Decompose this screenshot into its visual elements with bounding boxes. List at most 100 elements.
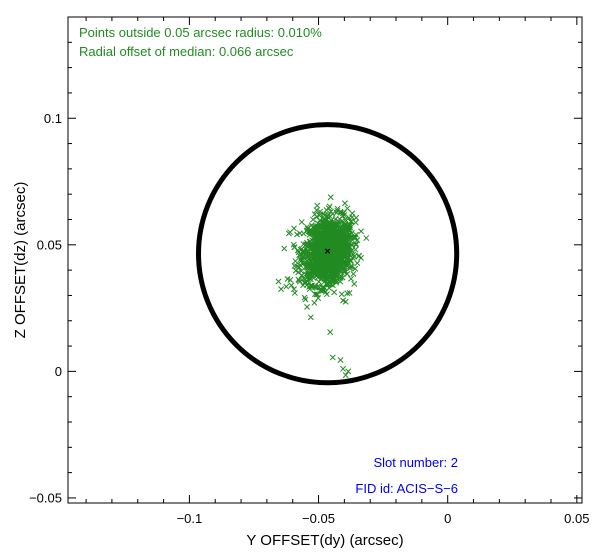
scatter-point [315,283,322,290]
scatter-point [352,265,359,272]
scatter-point [329,261,336,268]
x-tick-label: 0 [444,511,451,526]
scatter-point [308,252,315,259]
scatter-point [307,241,314,248]
scatter-point [330,239,337,246]
scatter-point [318,255,325,262]
scatter-point [291,286,297,293]
scatter-point [338,291,345,298]
x-tick-label: −0.05 [302,511,335,526]
scatter-point [325,205,332,212]
scatter-point [290,241,297,248]
scatter-point [337,357,344,363]
scatter-point [304,239,310,246]
scatter-point [315,241,322,247]
scatter-point [327,194,334,201]
scatter-point [298,268,305,275]
scatter-point [334,222,341,229]
scatter-point [304,303,311,310]
scatter-point [340,234,347,241]
scatter-point [316,217,323,224]
scatter-point [333,256,340,263]
scatter-point [294,263,300,270]
scatter-point [298,219,305,225]
scatter-point [340,365,347,372]
scatter-point [307,229,314,235]
scatter-point [308,282,315,289]
scatter-point [302,296,309,303]
scatter-point [346,221,353,228]
scatter-point [343,259,350,266]
scatter-point [353,241,359,248]
scatter-point [319,259,326,266]
scatter-point [296,277,303,284]
scatter-point [321,267,328,274]
scatter-point [338,244,345,251]
scatter-point [309,268,315,275]
axis-ticks [68,16,582,503]
y-tick-label: 0.1 [44,111,62,126]
scatter-point [296,230,303,237]
scatter-point [363,235,370,242]
scatter-point [325,256,332,263]
scatter-point [339,212,346,219]
scatter-point [344,271,351,277]
scatter-point [310,216,316,223]
scatter-point [351,280,358,287]
scatter-points [275,194,370,379]
scatter-point [344,290,351,297]
scatter-point [349,210,356,217]
scatter-point [350,251,357,258]
scatter-point [329,354,336,361]
x-tick-label: −0.1 [177,511,203,526]
scatter-point [308,245,315,252]
scatter-point [331,251,338,258]
scatter-point [314,202,321,209]
scatter-point [324,226,331,233]
plot-frame [67,16,583,504]
scatter-point [346,289,353,296]
scatter-point [341,221,348,228]
scatter-point [352,219,359,226]
scatter-point [327,208,334,215]
y-tick-labels: −0.05 0 0.05 0.1 [29,111,62,506]
scatter-point [322,216,329,223]
fid-id-annotation: FID id: ACIS−S−6 [355,481,458,496]
scatter-point [317,253,324,260]
scatter-point [330,276,337,283]
scatter-point [311,235,318,242]
scatter-point [307,314,314,321]
scatter-point [332,268,339,275]
scatter-point [337,268,344,274]
radius-circle [196,122,460,386]
scatter-point [350,270,357,277]
scatter-point [341,265,348,272]
scatter-point [311,299,318,306]
median-offset-annotation: Radial offset of median: 0.066 arcsec [79,44,294,59]
scatter-point [285,230,292,237]
scatter-point [354,260,361,267]
scatter-point [312,250,319,257]
scatter-point [344,205,351,212]
scatter-point [317,266,324,273]
scatter-point [341,239,348,246]
scatter-point [338,223,345,230]
scatter-point [298,251,304,258]
scatter-point [319,223,326,229]
scatter-point [301,279,308,286]
x-tick-label: 0.05 [564,511,589,526]
scatter-point [342,259,349,266]
scatter-point [345,245,352,252]
scatter-point [292,267,299,274]
scatter-point [288,282,295,289]
scatter-point [301,294,308,301]
scatter-point [316,271,323,278]
points-outside-annotation: Points outside 0.05 arcsec radius: 0.010… [79,25,322,40]
scatter-point [292,258,299,265]
scatter-point [278,286,285,293]
scatter-point [344,255,351,262]
scatter-point [358,228,365,235]
scatter-point [275,278,282,285]
slot-number-annotation: Slot number: 2 [373,455,458,470]
